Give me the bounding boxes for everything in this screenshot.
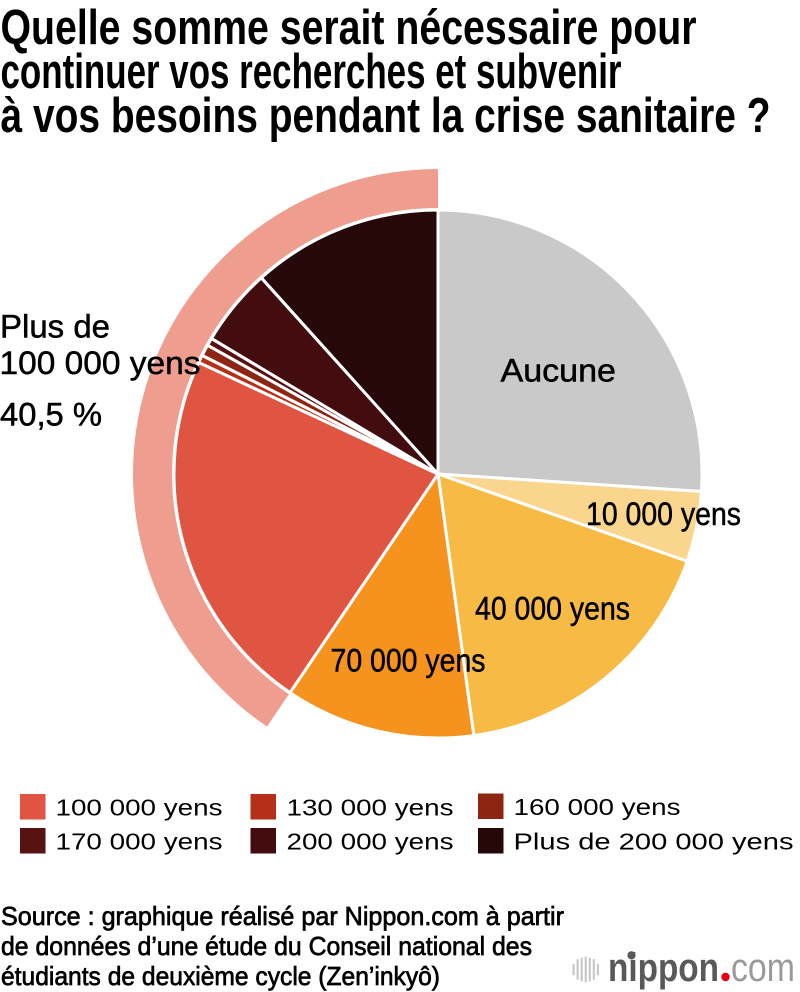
svg-text:à vos besoins pendant la crise: à vos besoins pendant la crise sanitaire… [1, 89, 771, 143]
svg-text:Source : graphique réalisé par: Source : graphique réalisé par Nippon.co… [1, 901, 564, 931]
svg-text:de données d’une étude du Cons: de données d’une étude du Conseil nation… [1, 931, 532, 961]
svg-text:170 000 yens: 170 000 yens [56, 829, 223, 855]
svg-text:160 000 yens: 160 000 yens [514, 794, 681, 820]
svg-text:40,5 %: 40,5 % [0, 397, 102, 433]
svg-text:Plus de: Plus de [0, 308, 110, 344]
svg-text:100 000 yens: 100 000 yens [56, 795, 223, 821]
svg-text:70 000 yens: 70 000 yens [331, 643, 486, 679]
svg-text:10 000 yens: 10 000 yens [586, 496, 741, 532]
svg-text:continuer vos recherches et su: continuer vos recherches et subvenir [1, 45, 622, 99]
svg-text:100 000 yens: 100 000 yens [0, 345, 200, 381]
svg-text:Aucune: Aucune [501, 353, 617, 389]
svg-text:40 000 yens: 40 000 yens [475, 591, 630, 627]
svg-text:Quelle somme serait nécessaire: Quelle somme serait nécessaire pour [1, 1, 697, 55]
svg-text:Plus de 200 000 yens: Plus de 200 000 yens [514, 829, 794, 855]
svg-text:nippon: nippon [608, 946, 719, 990]
svg-text:130 000 yens: 130 000 yens [287, 795, 454, 821]
svg-text:200 000 yens: 200 000 yens [287, 829, 454, 855]
svg-text:étudiants de deuxième cycle (Z: étudiants de deuxième cycle (Zen’inkyô) [1, 961, 440, 991]
svg-text:com: com [731, 946, 795, 990]
